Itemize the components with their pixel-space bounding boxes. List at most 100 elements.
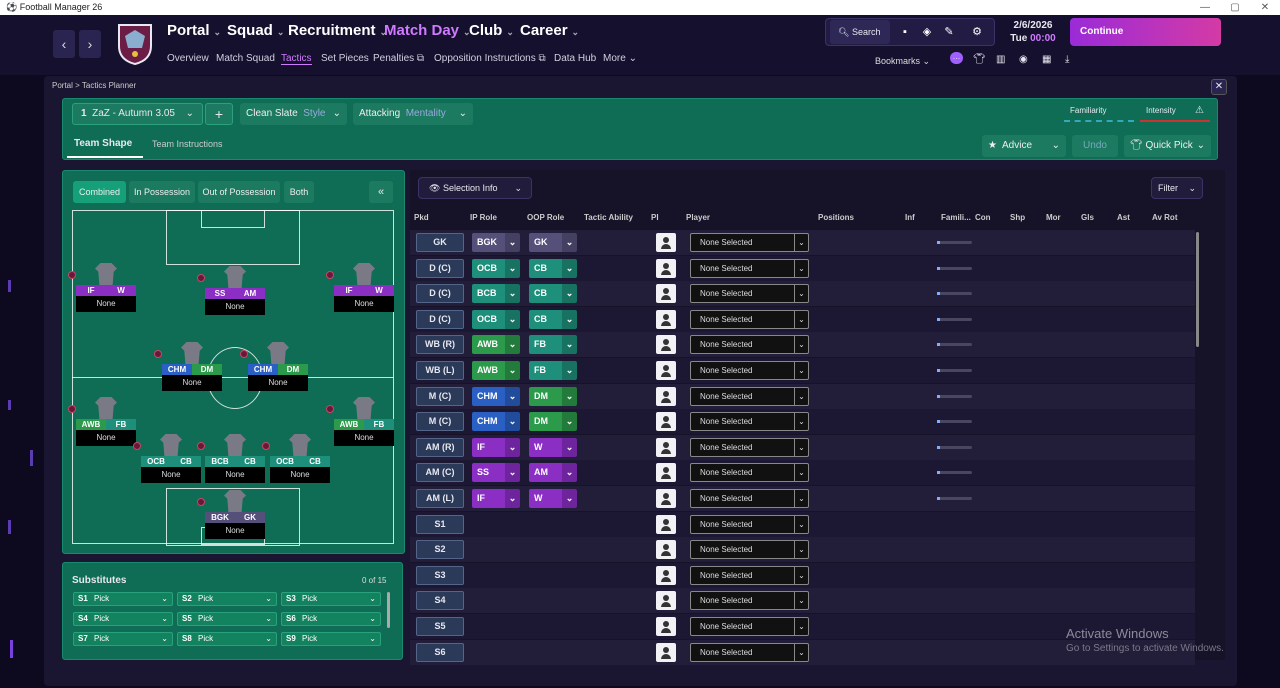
- oop-role-select[interactable]: FB ⌄: [529, 361, 577, 380]
- ip-role-select[interactable]: OCB ⌄: [472, 258, 520, 278]
- close-icon[interactable]: ✕: [1211, 79, 1227, 95]
- player-select[interactable]: None Selected ⌄: [690, 412, 809, 432]
- substitute-select[interactable]: S8 Pick ⌄: [177, 632, 277, 646]
- person-icon[interactable]: [656, 335, 676, 355]
- pitch-player-slot[interactable]: BCB CB None: [197, 434, 265, 483]
- subnav-more[interactable]: More ⌄: [603, 53, 637, 64]
- person-icon[interactable]: [656, 489, 676, 508]
- column-header[interactable]: Gls: [1081, 213, 1094, 222]
- calendar-icon[interactable]: ▦: [1042, 54, 1052, 65]
- gear-icon[interactable]: ⚙: [972, 26, 982, 38]
- club-crest-icon[interactable]: [116, 22, 154, 66]
- column-header[interactable]: IP Role: [470, 213, 497, 222]
- search-button[interactable]: 🔍︎ Search: [830, 20, 890, 44]
- pitch-player-slot[interactable]: BGK GK None: [197, 490, 265, 539]
- pitch-player-slot[interactable]: IF W None: [326, 263, 394, 312]
- player-select[interactable]: None Selected ⌄: [690, 437, 809, 457]
- player-select[interactable]: None Selected ⌄: [690, 565, 809, 585]
- player-select[interactable]: None Selected ⌄: [690, 591, 809, 611]
- forward-button[interactable]: ›: [79, 30, 101, 58]
- ip-role-select[interactable]: CHM ⌄: [472, 386, 520, 406]
- column-header[interactable]: Famili...: [941, 213, 971, 222]
- nav-career[interactable]: Career ⌄: [520, 22, 580, 39]
- player-select[interactable]: None Selected ⌄: [690, 514, 809, 534]
- ip-role-select[interactable]: IF ⌄: [472, 437, 520, 457]
- nav-match-day[interactable]: Match Day ⌄: [384, 22, 471, 39]
- substitute-select[interactable]: S1 Pick ⌄: [73, 592, 173, 606]
- person-icon[interactable]: [656, 437, 676, 457]
- nav-squad[interactable]: Squad ⌄: [227, 22, 285, 39]
- substitute-select[interactable]: S7 Pick ⌄: [73, 632, 173, 646]
- substitute-select[interactable]: S6 Pick ⌄: [281, 612, 381, 626]
- oop-role-select[interactable]: W ⌄: [529, 437, 577, 457]
- intensity-meter[interactable]: Intensity ⚠: [1140, 104, 1210, 122]
- column-header[interactable]: Tactic Ability: [584, 213, 633, 222]
- player-select[interactable]: None Selected ⌄: [690, 361, 809, 380]
- subnav-penalties[interactable]: Penalties ⧉: [373, 53, 425, 64]
- player-select[interactable]: None Selected ⌄: [690, 617, 809, 636]
- oop-role-select[interactable]: CB ⌄: [529, 309, 577, 329]
- oop-role-select[interactable]: W ⌄: [529, 489, 577, 508]
- undo-button[interactable]: Undo: [1072, 135, 1118, 157]
- person-icon[interactable]: [656, 565, 676, 585]
- pkd-position[interactable]: WB (R): [416, 335, 464, 355]
- subnav-tactics[interactable]: Tactics: [281, 53, 312, 65]
- subnav-set-pieces[interactable]: Set Pieces: [321, 53, 369, 64]
- substitute-select[interactable]: S2 Pick ⌄: [177, 592, 277, 606]
- player-select[interactable]: None Selected ⌄: [690, 463, 809, 483]
- oop-role-select[interactable]: DM ⌄: [529, 412, 577, 432]
- pitch-player-slot[interactable]: CHM DM None: [240, 342, 308, 391]
- pitch-player-slot[interactable]: CHM DM None: [154, 342, 222, 391]
- person-icon[interactable]: [656, 514, 676, 534]
- collapse-icon[interactable]: «: [369, 181, 393, 203]
- minimize-icon[interactable]: —: [1200, 2, 1210, 13]
- subnav-data-hub[interactable]: Data Hub: [554, 53, 597, 64]
- style-selector[interactable]: Clean Slate Style ⌄: [240, 103, 347, 125]
- pitch-player-slot[interactable]: IF W None: [68, 263, 136, 312]
- view-in-possession[interactable]: In Possession: [129, 181, 195, 203]
- column-header[interactable]: Positions: [818, 213, 855, 222]
- tab-team-shape[interactable]: Team Shape: [67, 136, 143, 158]
- advice-button[interactable]: ★ Advice ⌄: [982, 135, 1066, 157]
- person-icon[interactable]: [656, 642, 676, 662]
- person-icon[interactable]: [656, 386, 676, 406]
- mentality-selector[interactable]: Attacking Mentality ⌄: [353, 103, 473, 125]
- pkd-position[interactable]: D (C): [416, 309, 464, 329]
- selection-info-dropdown[interactable]: 👁︎ Selection Info ⌄: [418, 177, 532, 199]
- maximize-icon[interactable]: ▢: [1230, 2, 1240, 13]
- substitute-select[interactable]: S3 Pick ⌄: [281, 592, 381, 606]
- column-header[interactable]: PI: [651, 213, 659, 222]
- subs-scrollbar[interactable]: [387, 592, 390, 628]
- pkd-position[interactable]: D (C): [416, 284, 464, 304]
- pkd-position[interactable]: S3: [416, 565, 464, 585]
- pkd-position[interactable]: M (C): [416, 412, 464, 432]
- subnav-overview[interactable]: Overview: [167, 53, 209, 64]
- substitute-select[interactable]: S5 Pick ⌄: [177, 612, 277, 626]
- person-icon[interactable]: [656, 412, 676, 432]
- pkd-position[interactable]: WB (L): [416, 361, 464, 380]
- shield-icon[interactable]: ◈: [922, 26, 932, 38]
- oop-role-select[interactable]: CB ⌄: [529, 258, 577, 278]
- person-icon[interactable]: [656, 463, 676, 483]
- player-select[interactable]: None Selected ⌄: [690, 489, 809, 508]
- oop-role-select[interactable]: CB ⌄: [529, 284, 577, 304]
- back-button[interactable]: ‹: [53, 30, 75, 58]
- substitute-select[interactable]: S9 Pick ⌄: [281, 632, 381, 646]
- breadcrumb-portal[interactable]: Portal: [52, 81, 73, 90]
- clipboard-icon[interactable]: ▥: [996, 54, 1006, 65]
- view-out-of-possession[interactable]: Out of Possession: [198, 181, 280, 203]
- ip-role-select[interactable]: BCB ⌄: [472, 284, 520, 304]
- person-icon[interactable]: [656, 591, 676, 611]
- column-header[interactable]: Player: [686, 213, 711, 222]
- oop-role-select[interactable]: AM ⌄: [529, 463, 577, 483]
- pkd-position[interactable]: M (C): [416, 386, 464, 406]
- person-icon[interactable]: [656, 309, 676, 329]
- pkd-position[interactable]: AM (C): [416, 463, 464, 483]
- player-select[interactable]: None Selected ⌄: [690, 540, 809, 560]
- column-header[interactable]: Shp: [1010, 213, 1026, 222]
- pkd-position[interactable]: AM (R): [416, 437, 464, 457]
- ip-role-select[interactable]: BGK ⌄: [472, 233, 520, 252]
- oop-role-select[interactable]: DM ⌄: [529, 386, 577, 406]
- view-combined[interactable]: Combined: [73, 181, 126, 203]
- person-icon[interactable]: [656, 617, 676, 636]
